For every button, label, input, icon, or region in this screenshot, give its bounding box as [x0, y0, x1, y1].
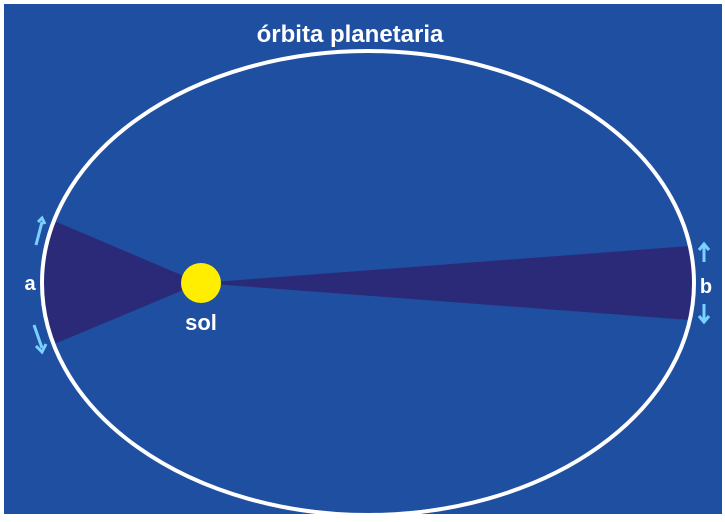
label-b: b [700, 276, 712, 298]
sun-label: sol [185, 310, 217, 335]
diagram: sol órbita planetaria a b [0, 0, 725, 517]
label-a: a [24, 273, 36, 295]
title: órbita planetaria [257, 21, 444, 48]
sun [181, 263, 221, 303]
